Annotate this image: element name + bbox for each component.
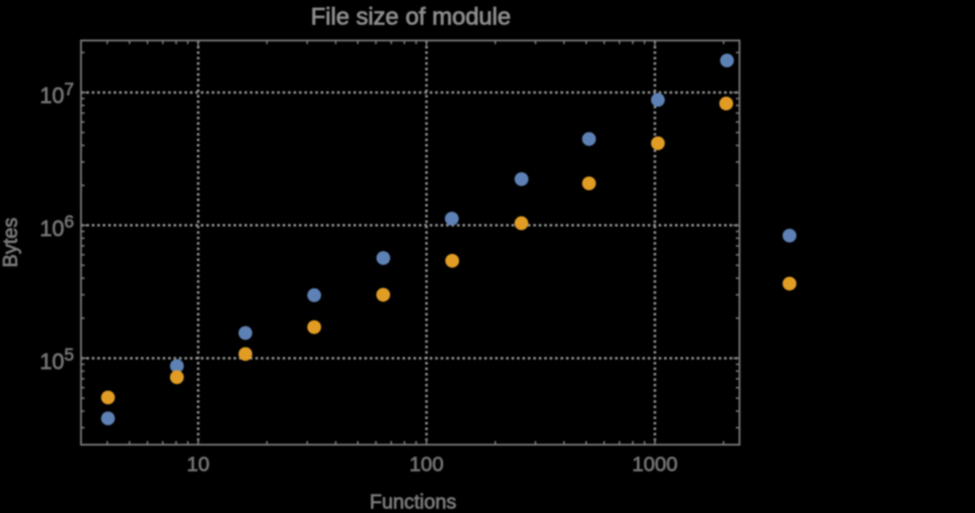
svg-text:10: 10: [187, 453, 210, 476]
svg-text:1000: 1000: [632, 453, 678, 476]
svg-text:Bytes: Bytes: [0, 217, 22, 267]
svg-text:Functions: Functions: [370, 492, 457, 513]
svg-text:File size of module: File size of module: [311, 4, 511, 31]
svg-text:100: 100: [409, 453, 443, 476]
